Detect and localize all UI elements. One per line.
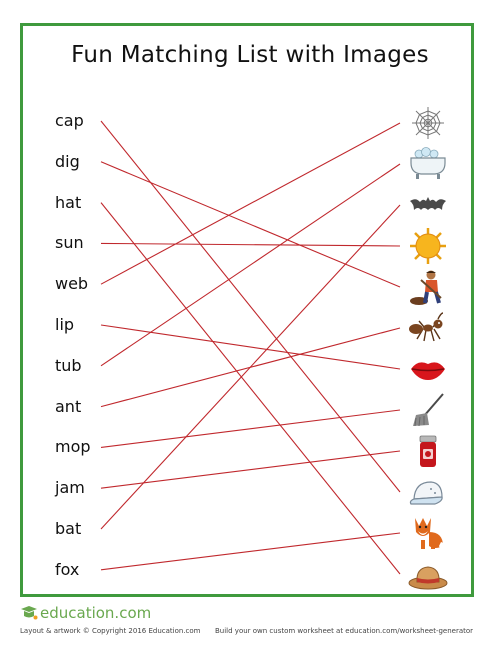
worksheet-title: Fun Matching List with Images — [71, 42, 429, 68]
brand-logo[interactable]: education.com — [20, 602, 151, 624]
match-line-sun — [100, 242, 401, 247]
word-dig: dig — [55, 151, 80, 171]
jam-jar-icon — [407, 432, 449, 470]
digging-boy-icon — [407, 268, 449, 306]
bat-icon — [407, 186, 449, 224]
match-line-mop — [100, 409, 401, 448]
word-jam: jam — [55, 478, 85, 498]
match-line-tub — [100, 163, 401, 367]
logo-text: education.com — [40, 604, 152, 622]
word-sun: sun — [55, 233, 84, 253]
worksheet-frame — [20, 23, 474, 597]
fox-icon — [407, 514, 449, 552]
match-line-hat — [100, 202, 401, 575]
match-line-bat — [100, 204, 401, 530]
match-line-web — [100, 122, 401, 285]
match-line-lip — [100, 324, 401, 370]
bathtub-icon — [407, 145, 449, 183]
copyright-text: Layout & artwork © Copyright 2016 Educat… — [20, 627, 201, 635]
logo-icon — [21, 606, 38, 620]
word-hat: hat — [55, 192, 82, 212]
word-cap: cap — [55, 111, 84, 130]
cap-icon — [407, 473, 449, 511]
hat-icon — [407, 555, 449, 593]
ant-icon — [407, 309, 449, 347]
spider-web-icon — [407, 104, 449, 142]
match-line-cap — [100, 120, 401, 493]
match-line-fox — [100, 532, 401, 571]
match-line-jam — [100, 450, 401, 489]
match-line-dig — [100, 161, 401, 288]
sun-icon — [407, 227, 449, 265]
word-ant: ant — [55, 396, 82, 416]
word-bat: bat — [55, 519, 82, 538]
word-web: web — [55, 274, 89, 294]
word-mop: mop — [55, 437, 91, 457]
mop-icon — [407, 391, 449, 429]
promo-text[interactable]: Build your own custom worksheet at educa… — [215, 627, 474, 635]
lips-icon — [407, 350, 449, 388]
word-fox: fox — [55, 559, 80, 579]
word-lip: lip — [55, 315, 75, 334]
word-tub: tub — [55, 355, 82, 375]
